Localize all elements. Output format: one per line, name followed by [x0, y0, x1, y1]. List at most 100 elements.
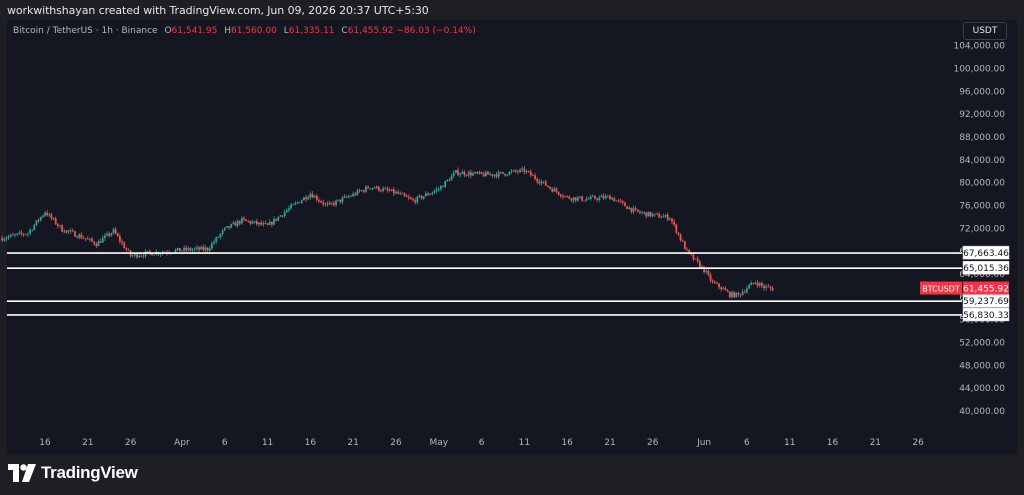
- candle-body: [333, 203, 335, 205]
- candle-body: [89, 238, 91, 240]
- level-price-label: 59,237.69: [963, 297, 1009, 307]
- candle-body: [26, 233, 29, 235]
- candle-body: [138, 256, 141, 258]
- candle-body: [63, 231, 66, 233]
- candle-body: [654, 213, 656, 215]
- candle-body: [240, 218, 243, 224]
- candle-body: [765, 286, 768, 289]
- tradingview-logo[interactable]: TradingView: [8, 463, 138, 483]
- candle-body: [215, 237, 218, 242]
- open-key: O: [164, 26, 172, 36]
- candle-body: [395, 191, 397, 194]
- level-price-tag: [962, 245, 1010, 260]
- candle-body: [540, 181, 543, 184]
- candle-body: [131, 255, 134, 257]
- candle-body: [71, 230, 74, 232]
- candle-body: [29, 229, 31, 234]
- candle-body: [581, 196, 584, 201]
- y-tick-label: 76,000.00: [959, 202, 1005, 212]
- candle-body: [46, 212, 49, 216]
- candle-body: [401, 193, 404, 195]
- chart-frame[interactable]: [7, 20, 1017, 455]
- candle-body: [234, 222, 237, 226]
- candle-body: [450, 175, 453, 181]
- candle-body: [347, 196, 350, 198]
- high-key: H: [224, 26, 232, 36]
- candle-body: [300, 200, 303, 204]
- candle-body: [549, 186, 551, 189]
- candle-body: [343, 196, 346, 198]
- candle-body: [572, 197, 575, 201]
- candle-body: [739, 294, 742, 296]
- candle-body: [446, 179, 449, 182]
- candle-body: [61, 225, 64, 232]
- x-tick-label: 21: [82, 438, 93, 448]
- candle-body: [86, 238, 89, 240]
- candle-body: [484, 172, 487, 177]
- candle-body: [255, 221, 258, 225]
- candle-body: [613, 198, 616, 202]
- candle-body: [298, 202, 301, 204]
- candle-body: [367, 186, 370, 189]
- candle-body: [262, 223, 265, 225]
- y-tick-label: 48,000.00: [959, 361, 1005, 371]
- candle-body: [236, 221, 239, 226]
- candle-body: [617, 200, 620, 202]
- y-tick-label: 88,000.00: [959, 133, 1005, 143]
- candle-body: [311, 194, 314, 198]
- credit-text: workwithshayan created with TradingView.…: [7, 4, 429, 17]
- x-tick-label: 26: [390, 438, 402, 448]
- candle-body: [206, 247, 209, 251]
- candle-body: [315, 195, 318, 200]
- symbol-tag: [920, 281, 962, 295]
- price-tags: 67,663.46 65,015.36 59,237.69 56,830.33 BTCU…: [920, 245, 1010, 322]
- level-price-tag: [962, 307, 1010, 322]
- x-tick-label: 16: [561, 438, 573, 448]
- candle-body: [108, 233, 111, 236]
- candle-body: [514, 170, 517, 172]
- candle-body: [251, 222, 254, 224]
- candle-body: [335, 200, 337, 205]
- close-key: C: [341, 26, 348, 36]
- symbol-legend: Bitcoin / TetherUS · 1h · Binance O61,54…: [13, 26, 476, 36]
- candle-body: [551, 188, 554, 192]
- candle-body: [39, 217, 42, 221]
- candle-body: [371, 187, 374, 189]
- candle-body: [328, 202, 331, 205]
- candle-body: [397, 191, 399, 194]
- candle-body: [176, 247, 179, 250]
- x-tick-label: 21: [604, 438, 615, 448]
- candle-body: [80, 234, 83, 239]
- y-tick-label: 96,000.00: [959, 87, 1005, 97]
- candle-body: [448, 179, 451, 181]
- low-key: L: [283, 26, 289, 36]
- candle-body: [611, 198, 613, 200]
- candle-body: [187, 248, 190, 251]
- candle-body: [463, 171, 466, 176]
- candlestick-series: [1, 165, 774, 299]
- candle-body: [746, 288, 748, 292]
- candle-body: [566, 196, 569, 197]
- change-value: −86.03 (−0.14%): [396, 26, 476, 36]
- candle-body: [125, 248, 128, 250]
- candle-body: [609, 195, 611, 200]
- candle-body: [570, 198, 573, 201]
- candle-body: [677, 232, 680, 235]
- candle-body: [375, 186, 378, 189]
- candle-body: [418, 195, 421, 197]
- candle-body: [649, 211, 652, 217]
- candle-body: [536, 178, 539, 182]
- candle-body: [728, 291, 731, 298]
- candle-body: [352, 193, 355, 197]
- candle-body: [499, 172, 502, 173]
- candle-body: [579, 196, 581, 198]
- candle-body: [664, 214, 667, 217]
- candle-body: [722, 288, 725, 290]
- currency-button[interactable]: USDT: [963, 22, 1007, 40]
- candle-body: [525, 171, 528, 173]
- last-price-label: 61,455.92: [963, 285, 1009, 295]
- candle-body: [431, 192, 434, 194]
- candle-body: [626, 206, 628, 210]
- candle-body: [193, 248, 196, 250]
